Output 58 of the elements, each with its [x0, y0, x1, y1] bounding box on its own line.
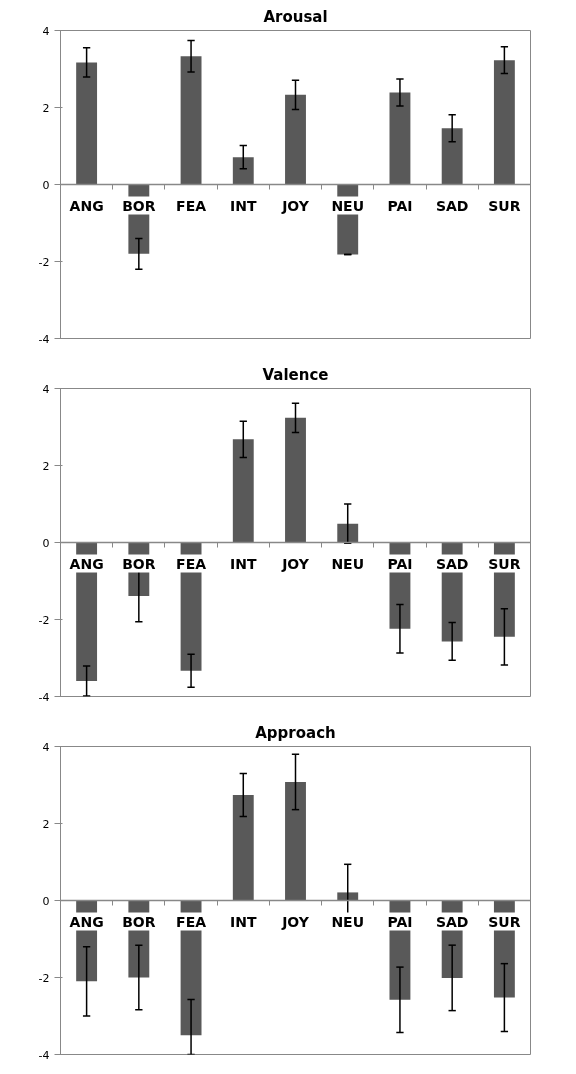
y-tick-label: 0 — [42, 894, 50, 908]
y-tick-label: -4 — [38, 1048, 50, 1062]
y-tick-label: 4 — [42, 24, 50, 38]
chart-title: Valence — [262, 365, 329, 384]
x-tick-label: SUR — [488, 913, 521, 930]
x-tick-label: ANG — [69, 555, 104, 572]
bar — [232, 795, 254, 901]
bar — [441, 128, 463, 185]
x-tick-label: NEU — [331, 197, 365, 214]
x-tick-label: INT — [230, 197, 257, 214]
y-tick-label: -4 — [38, 690, 50, 704]
bar — [232, 439, 254, 543]
x-tick-label: PAI — [387, 197, 413, 214]
x-tick-label: JOY — [281, 197, 310, 214]
x-tick-label: BOR — [122, 555, 156, 572]
bar — [389, 92, 411, 185]
x-tick-label: ANG — [69, 913, 104, 930]
bar — [180, 56, 202, 185]
bar — [76, 62, 98, 185]
x-tick-label: BOR — [122, 197, 156, 214]
y-tick-label: 2 — [42, 817, 50, 831]
bar — [337, 892, 359, 901]
bar — [285, 417, 306, 543]
x-tick-label: NEU — [331, 913, 365, 930]
bar — [232, 157, 254, 185]
bar — [493, 60, 515, 185]
x-tick-label: SUR — [488, 197, 521, 214]
chart-title: Approach — [255, 723, 336, 742]
y-tick-label: -4 — [38, 332, 50, 346]
x-tick-label: PAI — [387, 913, 413, 930]
y-tick-label: 0 — [42, 536, 50, 550]
x-tick-label: PAI — [387, 555, 413, 572]
x-tick-label: JOY — [281, 555, 310, 572]
bar — [285, 781, 306, 901]
y-tick-label: -2 — [38, 255, 50, 269]
y-tick-label: 2 — [42, 459, 50, 473]
y-tick-label: 4 — [42, 382, 50, 396]
y-tick-label: 4 — [42, 740, 50, 754]
x-tick-label: SAD — [435, 197, 469, 214]
x-tick-label: SAD — [435, 913, 469, 930]
y-tick-label: -2 — [38, 971, 50, 985]
x-tick-label: FEA — [176, 197, 207, 214]
x-tick-label: NEU — [331, 555, 365, 572]
y-tick-label: 2 — [42, 101, 50, 115]
x-tick-label: FEA — [176, 913, 207, 930]
x-tick-label: BOR — [122, 913, 156, 930]
x-tick-label: INT — [230, 913, 257, 930]
chart-title: Arousal — [263, 7, 328, 26]
x-tick-label: INT — [230, 555, 257, 572]
y-tick-label: 0 — [42, 178, 50, 192]
x-tick-label: SUR — [488, 555, 521, 572]
bar — [337, 523, 359, 543]
x-tick-label: SAD — [435, 555, 469, 572]
bar — [285, 94, 306, 185]
x-tick-label: FEA — [176, 555, 207, 572]
y-tick-label: -2 — [38, 613, 50, 627]
x-tick-label: ANG — [69, 197, 104, 214]
x-tick-label: JOY — [281, 913, 310, 930]
